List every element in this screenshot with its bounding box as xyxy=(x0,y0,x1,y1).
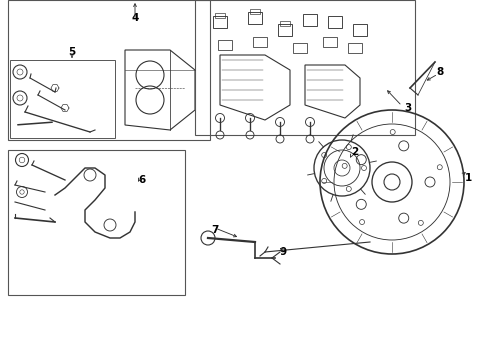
Text: 7: 7 xyxy=(211,225,218,235)
Bar xyxy=(278,24,291,36)
Bar xyxy=(352,24,366,36)
Bar xyxy=(303,14,316,26)
FancyArrowPatch shape xyxy=(18,122,52,125)
Text: 6: 6 xyxy=(138,175,145,185)
Bar xyxy=(252,37,266,47)
Text: 1: 1 xyxy=(464,173,470,183)
Text: 8: 8 xyxy=(435,67,443,77)
Text: 5: 5 xyxy=(68,47,76,57)
Bar xyxy=(249,9,260,14)
Bar xyxy=(215,13,224,18)
Bar xyxy=(213,16,226,28)
Text: 3: 3 xyxy=(404,103,411,113)
Text: 9: 9 xyxy=(279,247,286,257)
Bar xyxy=(327,16,341,28)
Bar xyxy=(280,21,289,26)
Bar xyxy=(292,43,306,53)
Bar xyxy=(323,37,336,47)
Bar xyxy=(347,43,361,53)
Bar xyxy=(247,12,262,24)
Text: 2: 2 xyxy=(351,147,358,157)
Text: 4: 4 xyxy=(131,13,139,23)
Bar xyxy=(218,40,231,50)
